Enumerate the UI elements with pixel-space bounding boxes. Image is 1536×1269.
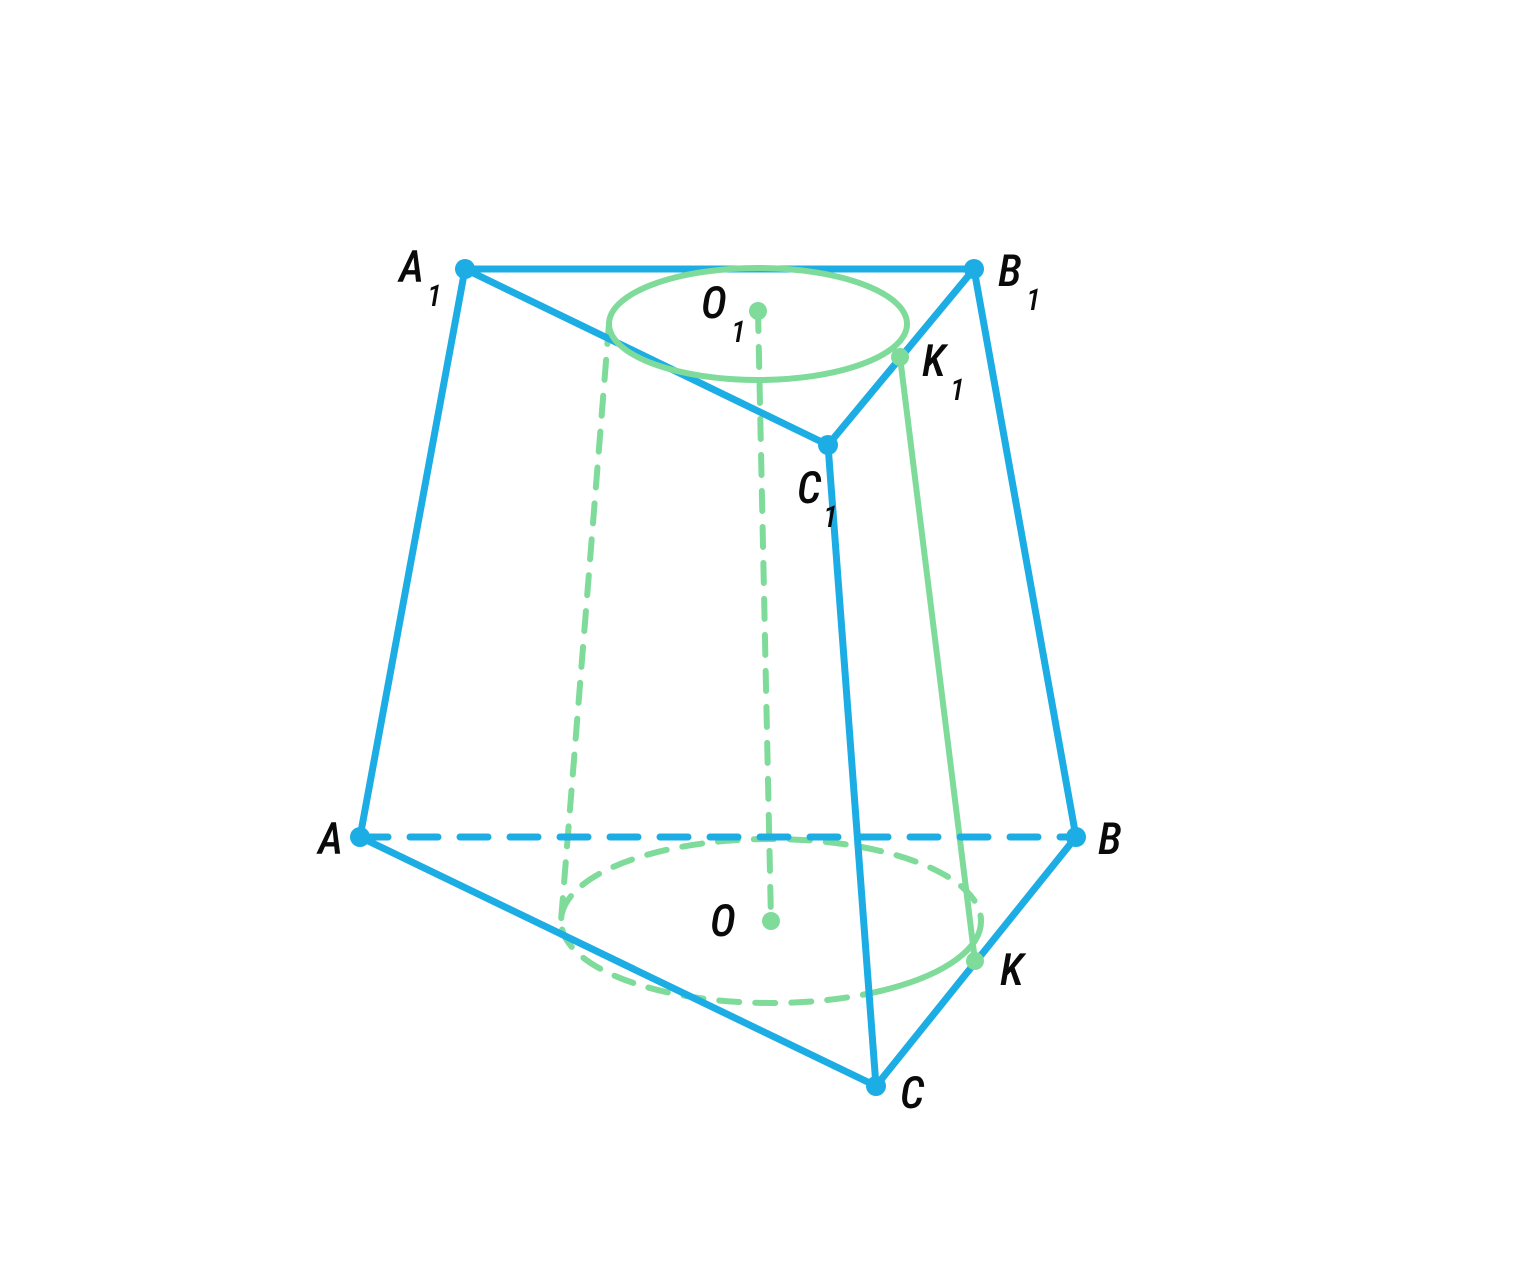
- label-B1: B1: [998, 245, 1041, 318]
- label-K1: K1: [922, 335, 965, 408]
- edge-C-C1: [828, 445, 876, 1086]
- point-O1: [749, 302, 767, 320]
- label-O1: O1: [701, 277, 746, 350]
- label-A: A: [316, 813, 343, 865]
- label-K: K: [1000, 944, 1027, 996]
- label-B: B: [1098, 813, 1122, 865]
- label-A1: A1: [397, 241, 442, 314]
- point-K1: [891, 348, 909, 366]
- vertex-B1: [964, 259, 984, 279]
- cone-base-ellipse-visible: [882, 918, 981, 990]
- label-O: O: [710, 895, 736, 947]
- cone-axis: [758, 311, 771, 921]
- point-K: [966, 952, 984, 970]
- edge-A-C: [360, 837, 876, 1086]
- edge-B-B1: [974, 269, 1076, 837]
- cone-left-edge: [561, 324, 609, 921]
- vertex-C: [866, 1076, 886, 1096]
- vertex-A: [350, 827, 370, 847]
- vertex-A1: [455, 259, 475, 279]
- vertex-B: [1066, 827, 1086, 847]
- label-C: C: [900, 1067, 925, 1119]
- point-O: [762, 912, 780, 930]
- edge-A1-C1: [465, 269, 828, 445]
- edge-A-A1: [360, 269, 465, 837]
- vertex-C1: [818, 435, 838, 455]
